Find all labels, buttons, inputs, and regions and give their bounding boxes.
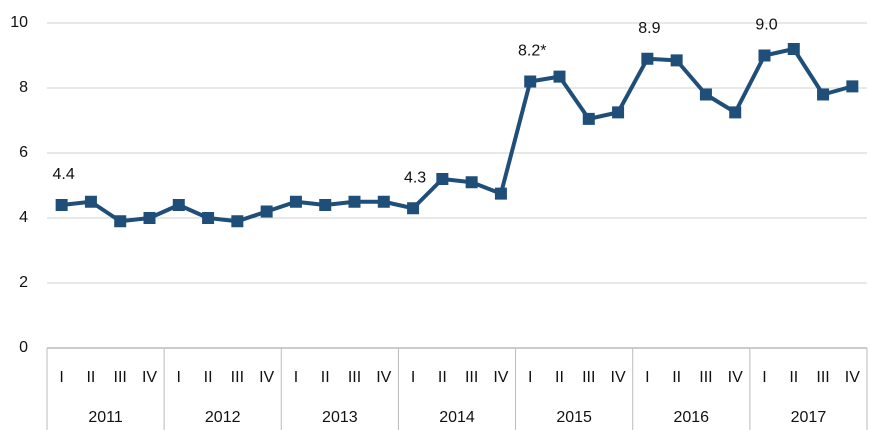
data-label: 4.3 — [404, 169, 426, 186]
marker — [231, 215, 244, 228]
y-tick-label: 8 — [19, 79, 28, 96]
marker — [172, 199, 185, 211]
marker — [202, 212, 215, 224]
x-tick-label: III — [816, 369, 829, 386]
year-label: 2016 — [673, 409, 709, 426]
marker — [114, 215, 127, 228]
marker — [846, 80, 859, 93]
x-tick-label: II — [789, 369, 798, 386]
marker — [260, 205, 273, 218]
x-tick-label: IV — [728, 369, 743, 386]
marker — [817, 88, 830, 101]
marker — [641, 52, 654, 65]
year-label: 2017 — [791, 409, 827, 426]
year-label: 2015 — [556, 409, 592, 426]
x-tick-label: I — [528, 369, 532, 386]
x-tick-label: IV — [142, 369, 157, 386]
x-tick-label: IV — [493, 369, 508, 386]
year-label: 2012 — [205, 409, 241, 426]
x-tick-label: III — [699, 369, 712, 386]
marker — [289, 195, 302, 208]
x-tick-label: II — [672, 369, 681, 386]
marker — [319, 199, 332, 211]
marker — [612, 106, 625, 119]
x-tick-label: I — [645, 369, 649, 386]
x-tick-label: III — [348, 369, 361, 386]
x-tick-label: IV — [845, 369, 860, 386]
marker — [377, 195, 390, 208]
marker — [494, 187, 507, 200]
x-tick-label: II — [555, 369, 564, 386]
y-tick-label: 0 — [19, 339, 28, 356]
x-tick-label: III — [465, 369, 478, 386]
x-tick-label: I — [762, 369, 766, 386]
year-label: 2013 — [322, 409, 358, 426]
marker — [524, 75, 537, 88]
x-tick-label: II — [86, 369, 95, 386]
marker — [787, 43, 800, 55]
marker — [582, 112, 595, 125]
x-tick-label: I — [59, 369, 63, 386]
data-label: 8.2* — [518, 43, 546, 60]
marker — [84, 195, 97, 208]
x-tick-label: II — [438, 369, 447, 386]
marker — [436, 173, 449, 185]
y-tick-label: 2 — [19, 274, 28, 291]
line — [61, 47, 853, 224]
x-tick-label: IV — [376, 369, 391, 386]
x-tick-label: III — [114, 369, 127, 386]
y-tick-label: 6 — [19, 144, 28, 161]
x-tick-label: I — [411, 369, 415, 386]
x-tick-label: II — [204, 369, 213, 386]
year-label: 2011 — [88, 409, 123, 426]
x-tick-label: IV — [611, 369, 626, 386]
x-tick-label: I — [177, 369, 181, 386]
y-tick-label: 10 — [10, 14, 28, 31]
x-tick-label: IV — [259, 369, 274, 386]
marker — [407, 202, 420, 215]
year-label: 2014 — [439, 409, 475, 426]
data-label: 8.9 — [638, 20, 660, 37]
marker — [729, 106, 742, 119]
data-label: 9.0 — [755, 17, 777, 34]
data-label: 4.4 — [53, 166, 75, 183]
marker — [758, 49, 771, 62]
marker — [348, 195, 361, 208]
marker — [553, 70, 566, 83]
marker — [699, 88, 712, 101]
marker — [465, 176, 478, 189]
marker — [143, 212, 156, 224]
x-tick-label: I — [294, 369, 298, 386]
marker — [55, 199, 68, 211]
y-tick-label: 4 — [19, 209, 28, 226]
marker — [670, 54, 683, 67]
x-tick-label: III — [582, 369, 595, 386]
x-tick-label: II — [321, 369, 330, 386]
x-tick-label: III — [231, 369, 244, 386]
